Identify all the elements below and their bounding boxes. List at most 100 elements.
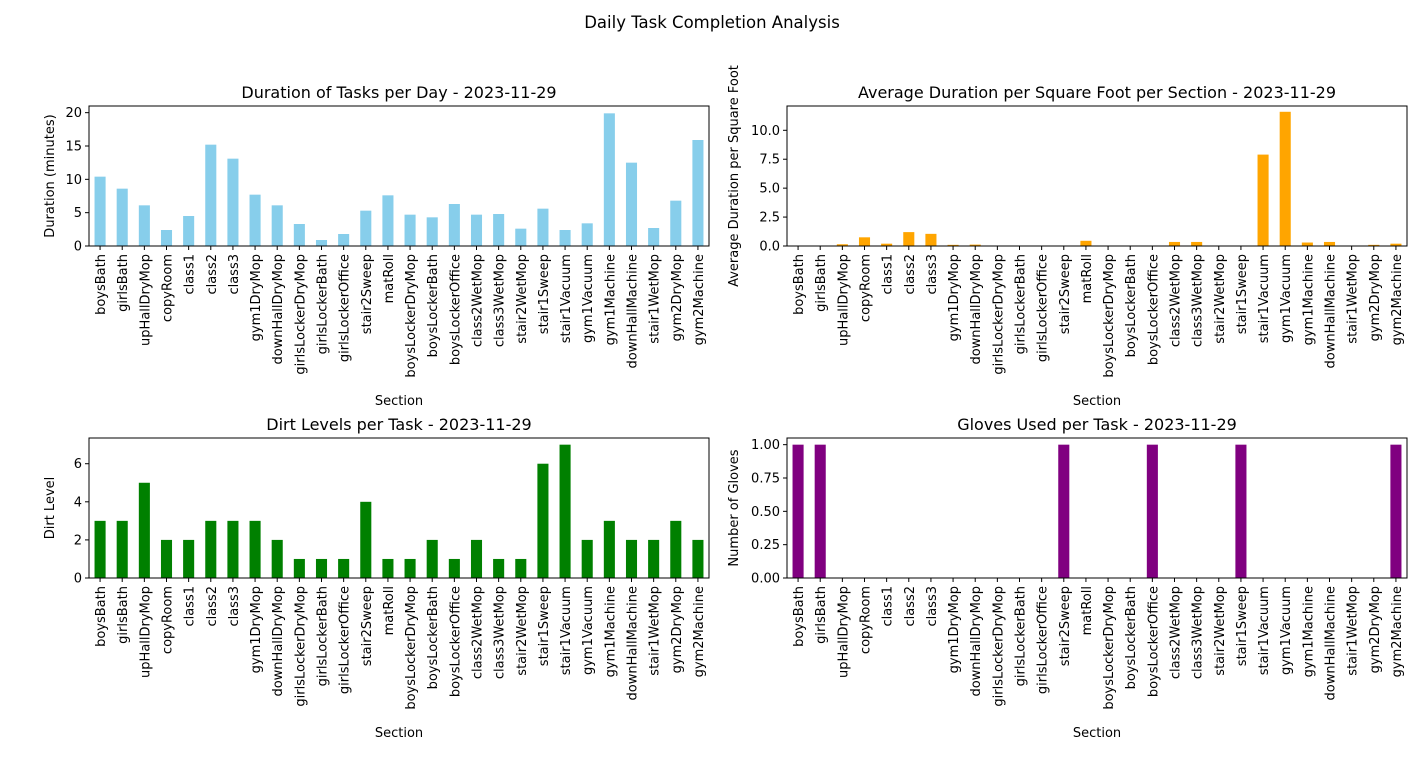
bar-boysLockerOffice <box>448 558 460 578</box>
x-tick-label: boysLockerBath <box>1124 586 1139 689</box>
x-tick-label: class3 <box>227 254 242 295</box>
x-tick-label: matRoll <box>1080 254 1095 303</box>
x-tick-label: matRoll <box>382 254 397 303</box>
y-tick-label: 0.0 <box>759 240 780 255</box>
x-axis-label: Section <box>1073 726 1121 741</box>
y-tick-label: 0 <box>74 572 82 587</box>
x-tick-label: gym1DryMop <box>947 254 962 341</box>
x-tick-label: class2 <box>205 586 220 627</box>
x-tick-label: downHallMachine <box>1324 586 1339 700</box>
bar-downHallMachine <box>1323 241 1336 246</box>
bar-gym2DryMop <box>670 200 682 246</box>
x-tick-label: girlsLockerBath <box>1014 586 1029 686</box>
bar-gym1Machine <box>603 520 615 578</box>
x-tick-label: stair1Vacuum <box>559 586 574 675</box>
bar-stair1Vacuum <box>559 230 571 246</box>
bar-stair1Vacuum <box>559 444 571 578</box>
x-tick-label: girlsLockerBath <box>1014 254 1029 354</box>
x-tick-label: upHallDryMop <box>836 586 851 678</box>
x-tick-label: boysLockerDryMop <box>1102 586 1117 710</box>
y-tick-label: 2.5 <box>759 211 780 226</box>
x-tick-label: girlsLockerOffice <box>338 254 353 362</box>
y-tick-label: 4 <box>74 495 82 510</box>
bar-gym1Vacuum <box>581 223 593 246</box>
bar-gym2Machine <box>692 140 704 246</box>
chart-2: 0.0 2.5 5.0 7.5 10.0 boysBath girlsBath upHallD… <box>727 65 1408 409</box>
x-tick-label: copyRoom <box>859 586 874 654</box>
bar-copyRoom <box>160 230 173 246</box>
x-tick-label: class3WetMop <box>1191 586 1206 679</box>
bar-matRoll <box>382 195 394 246</box>
x-tick-label: stair1WetMop <box>648 586 663 676</box>
bar-class1 <box>183 216 195 246</box>
x-tick-label: copyRoom <box>859 254 874 322</box>
y-tick-label: 1.00 <box>751 438 780 453</box>
bar-gym1DryMop <box>249 194 261 246</box>
chart-title: Gloves Used per Task - 2023-11-29 <box>957 415 1237 434</box>
x-tick-label: gym2DryMop <box>670 254 685 341</box>
x-tick-label: stair1Sweep <box>537 254 552 334</box>
x-tick-label: boysBath <box>94 586 109 647</box>
x-axis-label: Section <box>375 726 423 741</box>
x-tick-label: gym1Vacuum <box>581 586 596 675</box>
x-tick-label: girlsBath <box>116 254 131 312</box>
x-tick-label: class3WetMop <box>493 586 508 679</box>
bar-gym2Machine <box>692 539 704 578</box>
bar-girlsBath <box>814 444 826 578</box>
y-tick-label: 5.0 <box>759 182 780 197</box>
x-tick-label: class2WetMop <box>471 254 486 347</box>
x-tick-label: downHallDryMop <box>271 586 286 697</box>
chart-1: 0 5 10 15 20 boysBath girlsBath upHallDryMop cop… <box>43 83 710 409</box>
x-tick-label: boysLockerDryMop <box>1102 254 1117 378</box>
bar-matRoll <box>1080 240 1092 246</box>
y-tick-label: 6 <box>74 457 82 472</box>
bar-class2 <box>205 144 217 246</box>
x-tick-label: boysLockerOffice <box>448 254 463 365</box>
bar-girlsLockerDryMop <box>293 558 305 578</box>
y-tick-label: 2 <box>74 533 82 548</box>
y-tick-label: 0.75 <box>751 472 780 487</box>
y-tick-label: 10.0 <box>751 124 780 139</box>
x-tick-label: girlsLockerDryMop <box>991 586 1006 707</box>
x-tick-label: stair1Vacuum <box>1257 254 1272 343</box>
axes-frame <box>88 105 710 247</box>
x-tick-label: class1 <box>183 254 198 295</box>
y-tick-label: 7.5 <box>759 153 780 168</box>
bar-class2WetMop <box>1168 241 1181 246</box>
y-tick-label: 5 <box>74 206 82 221</box>
bar-boysLockerBath <box>426 539 438 578</box>
x-tick-label: stair1Sweep <box>1235 586 1250 666</box>
x-tick-label: stair1Vacuum <box>559 254 574 343</box>
bar-stair2WetMop <box>515 558 527 578</box>
x-tick-label: boysLockerBath <box>426 254 441 357</box>
bar-girlsBath <box>116 520 128 578</box>
x-tick-label: gym1Machine <box>1301 254 1316 345</box>
x-tick-label: class1 <box>881 254 896 295</box>
bar-stair1Sweep <box>537 463 549 578</box>
y-axis-label: Average Duration per Square Foot <box>727 65 742 287</box>
bar-upHallDryMop <box>836 244 848 246</box>
bar-boysLockerDryMop <box>404 214 416 246</box>
x-tick-label: stair2Sweep <box>360 586 375 666</box>
x-tick-label: matRoll <box>382 586 397 635</box>
x-tick-label: upHallDryMop <box>138 586 153 678</box>
bar-gym1DryMop <box>947 244 959 246</box>
bar-stair2WetMop <box>515 228 527 246</box>
x-tick-label: class1 <box>881 586 896 627</box>
x-tick-label: class2 <box>205 254 220 295</box>
x-tick-label: girlsBath <box>116 586 131 644</box>
bar-downHallDryMop <box>271 539 283 578</box>
bar-gym1Machine <box>1301 242 1313 246</box>
x-tick-label: class2WetMop <box>471 586 486 679</box>
x-tick-label: gym1Machine <box>603 254 618 345</box>
y-tick-label: 0.50 <box>751 505 780 520</box>
x-tick-label: upHallDryMop <box>138 254 153 346</box>
bar-class2 <box>903 232 915 246</box>
bar-class2 <box>205 520 217 578</box>
bar-upHallDryMop <box>138 482 150 578</box>
x-tick-label: downHallDryMop <box>969 586 984 697</box>
axes-frame <box>786 437 1408 579</box>
bar-boysLockerDryMop <box>404 558 416 578</box>
bar-class3 <box>227 520 239 578</box>
